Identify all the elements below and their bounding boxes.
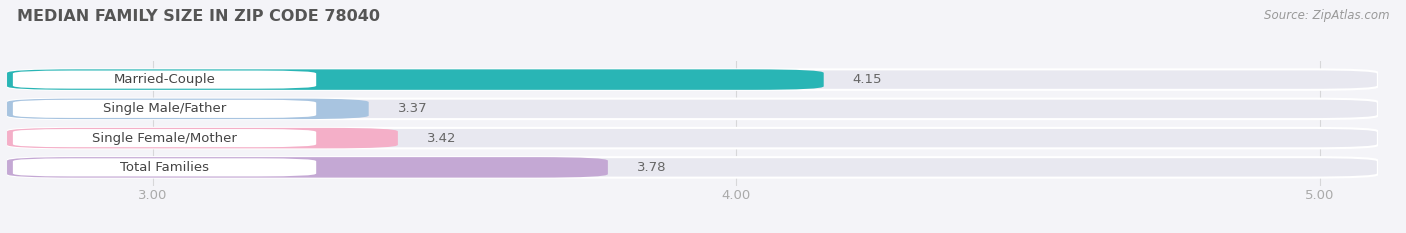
Text: Married-Couple: Married-Couple <box>114 73 215 86</box>
FancyBboxPatch shape <box>7 69 824 90</box>
Text: 3.42: 3.42 <box>427 132 457 145</box>
FancyBboxPatch shape <box>13 129 316 147</box>
Text: Single Male/Father: Single Male/Father <box>103 102 226 115</box>
FancyBboxPatch shape <box>7 99 368 119</box>
Text: Single Female/Mother: Single Female/Mother <box>93 132 238 145</box>
FancyBboxPatch shape <box>7 157 1378 178</box>
Text: Source: ZipAtlas.com: Source: ZipAtlas.com <box>1264 9 1389 22</box>
FancyBboxPatch shape <box>13 71 316 89</box>
FancyBboxPatch shape <box>7 69 1378 90</box>
Text: Total Families: Total Families <box>120 161 209 174</box>
FancyBboxPatch shape <box>13 158 316 176</box>
FancyBboxPatch shape <box>13 100 316 118</box>
FancyBboxPatch shape <box>7 157 607 178</box>
FancyBboxPatch shape <box>7 99 1378 119</box>
Text: 3.37: 3.37 <box>398 102 427 115</box>
Text: MEDIAN FAMILY SIZE IN ZIP CODE 78040: MEDIAN FAMILY SIZE IN ZIP CODE 78040 <box>17 9 380 24</box>
FancyBboxPatch shape <box>7 128 1378 148</box>
Text: 4.15: 4.15 <box>853 73 883 86</box>
Text: 3.78: 3.78 <box>637 161 666 174</box>
FancyBboxPatch shape <box>7 128 398 148</box>
